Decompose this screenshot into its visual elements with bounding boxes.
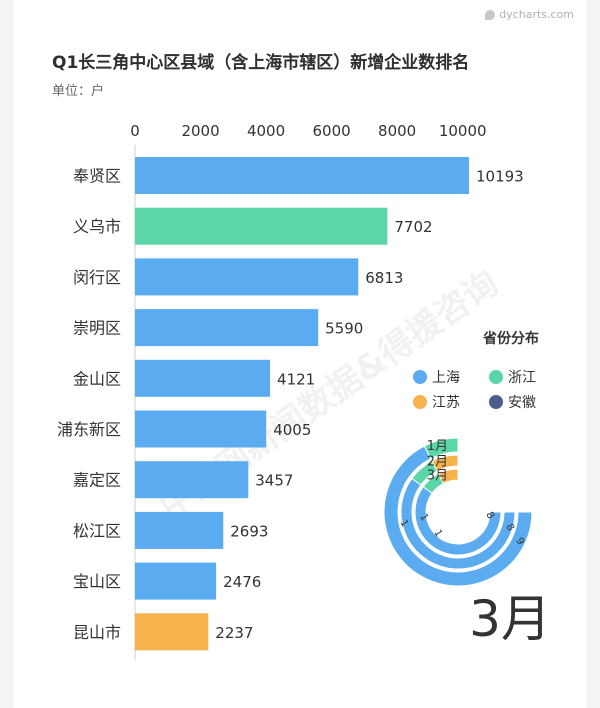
value-label: 6813 <box>365 269 403 287</box>
category-label: 嘉定区 <box>73 471 121 490</box>
dycharts-logo-icon <box>485 9 496 20</box>
x-tick-label: 6000 <box>313 122 351 140</box>
ring-value-label: 8 <box>483 510 496 521</box>
value-label: 4005 <box>273 421 311 439</box>
legend-label: 江苏 <box>432 395 460 411</box>
category-label: 松江区 <box>73 521 121 540</box>
bar-2 <box>135 207 388 245</box>
x-tick-label: 2000 <box>181 122 219 140</box>
ring-segment-3 <box>437 468 459 485</box>
legend-swatch-2 <box>489 370 503 384</box>
legend-swatch-3 <box>413 395 427 409</box>
ring-value-label: 8 <box>503 522 516 533</box>
chart-card <box>14 0 586 708</box>
bar-5 <box>135 359 271 397</box>
category-label: 宝山区 <box>73 572 121 591</box>
brand-watermark: dycharts.com <box>485 8 574 21</box>
ring-value-label: 1 <box>417 512 430 523</box>
bar-4 <box>135 309 319 347</box>
ring-value-label: 1 <box>431 528 444 539</box>
chart-title: Q1长三角中心区县域（含上海市辖区）新增企业数排名 <box>52 53 470 73</box>
current-month-label: 3月 <box>469 590 551 648</box>
category-label: 奉贤区 <box>73 167 121 186</box>
unit-label: 单位：户 <box>52 84 105 99</box>
category-label: 金山区 <box>73 369 121 388</box>
x-tick-label: 10000 <box>439 122 487 140</box>
bar-10 <box>135 613 209 651</box>
bar-8 <box>135 511 224 549</box>
ring-segment-3 <box>414 486 502 556</box>
legend-swatch-1 <box>413 370 427 384</box>
bar-9 <box>135 562 217 600</box>
value-label: 7702 <box>394 218 432 236</box>
legend-swatch-4 <box>489 395 503 409</box>
category-label: 崇明区 <box>73 319 121 338</box>
value-label: 2693 <box>230 522 268 540</box>
category-label: 浦东新区 <box>57 420 121 439</box>
legend-label: 安徽 <box>508 395 536 411</box>
bar-1 <box>135 157 469 194</box>
value-label: 2476 <box>223 573 261 591</box>
bar-7 <box>135 461 249 499</box>
brand-text: dycharts.com <box>499 8 574 21</box>
bar-6 <box>135 410 267 448</box>
category-label: 闵行区 <box>73 268 121 287</box>
ring-segment-1 <box>423 437 459 460</box>
x-tick-label: 4000 <box>247 122 285 140</box>
ring-month-label: 2月 <box>427 455 448 470</box>
category-label: 义乌市 <box>73 217 121 236</box>
category-label: 昆山市 <box>73 623 121 642</box>
ring-value-label: 1 <box>397 518 410 529</box>
legend-label: 浙江 <box>508 370 536 386</box>
value-label: 5590 <box>325 320 363 338</box>
legend-label: 上海 <box>432 370 460 386</box>
bar-3 <box>135 258 359 296</box>
value-label: 3457 <box>255 472 293 490</box>
x-tick-label: 8000 <box>378 122 416 140</box>
ring-segment-2 <box>431 454 459 472</box>
ring-value-label: 9 <box>513 536 526 547</box>
ring-month-label: 1月 <box>427 439 448 454</box>
value-label: 10193 <box>476 168 524 186</box>
ring-month-label: 3月 <box>427 469 448 484</box>
x-tick-label: 0 <box>130 122 140 140</box>
value-label: 4121 <box>277 370 315 388</box>
value-label: 2237 <box>215 624 253 642</box>
legend-title: 省份分布 <box>482 330 539 347</box>
